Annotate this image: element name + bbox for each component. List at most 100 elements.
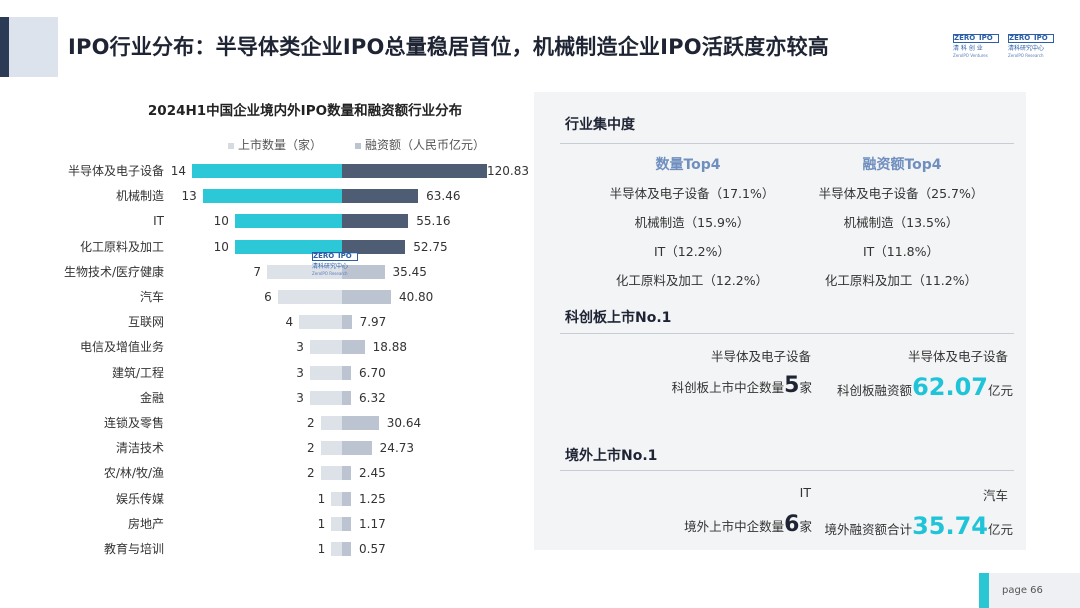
amount-bar [342,239,406,254]
amount-value-label: 2.45 [359,466,386,481]
count-bar [234,239,342,254]
amount-top4-item: 化工原料及加工（11.2%） [824,273,978,288]
count-bar [309,365,342,380]
amount-top4-item: 机械制造（13.5%） [843,215,959,230]
legend-count-label: 上市数量（家） [238,138,323,152]
category-label: 机械制造 [115,189,164,204]
amount-bar [342,390,351,405]
overseas-amount-metric: 境外融资额合计35.74亿元 [824,512,1013,540]
amount-bar [342,340,365,355]
count-top4-item: 半导体及电子设备（17.1%） [609,186,775,201]
star-count-industry: 半导体及电子设备 [710,349,811,364]
count-value-label: 13 [181,189,197,204]
chart-title: 2024H1中国企业境内外IPO数量和融资额行业分布 [147,103,463,119]
amount-value-label: 7.97 [359,315,387,330]
category-label: 娱乐传媒 [115,491,164,506]
count-value-label: 10 [213,214,229,229]
category-label: 清洁技术 [115,441,164,456]
count-top4-item: 机械制造（15.9%） [634,215,750,230]
amount-top4-item: 半导体及电子设备（25.7%） [818,186,984,201]
count-value-label: 3 [296,365,304,380]
legend-count: 上市数量（家） [228,136,322,153]
category-label: 教育与培训 [103,542,164,556]
amount-bar [342,416,379,430]
amount-bar [342,491,351,506]
star-market-title: 科创板上市No.1 [565,310,672,326]
count-value-label: 14 [170,164,186,178]
count-bar [234,214,342,229]
count-bar [320,466,342,481]
amount-bar [342,315,352,330]
count-value-label: 3 [296,340,304,355]
count-bar [320,416,342,430]
page-title: IPO行业分布：半导体类企业IPO总量稳居首位，机械制造企业IPO活跃度亦较高 [68,35,829,59]
count-bar [309,340,342,355]
count-value-label: 6 [264,290,272,304]
divider [560,470,1014,471]
category-label: 汽车 [139,290,164,304]
amount-bar [342,290,391,304]
overseas-count-industry: IT [799,485,811,500]
category-label: 化工原料及加工 [79,239,164,254]
amount-value-label: 120.83 [487,164,529,178]
count-top4-item: IT（12.2%） [653,244,731,259]
amount-bar [342,264,385,279]
count-bar [331,542,342,556]
amount-bar [342,189,419,204]
amount-value-label: 30.64 [386,416,422,430]
count-value-label: 1 [317,516,326,531]
amount-value-label: 18.88 [372,340,408,355]
category-label: 电信及增值业务 [79,340,164,355]
count-bar [299,315,342,330]
overseas-title: 境外上市No.1 [565,448,658,464]
count-value-label: 2 [306,416,315,430]
concentration-title: 行业集中度 [565,117,635,133]
divider [560,333,1014,334]
category-label: 半导体及电子设备 [67,164,164,178]
amount-bar [342,214,409,229]
count-top4-item: 化工原料及加工（12.2%） [615,273,769,288]
category-label: 连锁及零售 [103,416,164,430]
count-value-label: 1 [317,491,326,506]
count-bar [192,164,342,178]
page-number-box [989,573,1080,608]
amount-value-label: 35.45 [392,264,427,279]
zeroipo-research-logo: ZERO IPO 清科研究中心 ZeroIPO Research [1008,34,1056,62]
count-value-label: 7 [253,264,261,279]
star-count-metric: 科创板上市中企数量5家 [671,373,812,398]
amount-bar [342,164,487,178]
count-bar [331,491,342,506]
amount-value-label: 0.57 [359,542,386,556]
count-bar [320,441,342,456]
amount-value-label: 24.73 [379,441,415,456]
legend-amount-label: 融资额（人民币亿元） [365,138,486,152]
count-value-label: 4 [285,315,294,330]
count-bar [331,516,342,531]
count-value-label: 1 [317,542,326,556]
page-number: page 66 [1002,585,1043,596]
category-label: IT [153,214,164,229]
amount-value-label: 1.25 [359,491,386,506]
count-value-label: 2 [306,441,315,456]
amount-value-label: 63.46 [426,189,461,204]
count-value-label: 2 [306,466,315,481]
star-amount-industry: 半导体及电子设备 [907,349,1008,364]
category-label: 互联网 [127,315,164,330]
category-label: 房地产 [127,516,164,531]
overseas-amount-industry: 汽车 [982,488,1008,503]
amount-top4-head: 融资额Top4 [862,157,942,173]
page-marker [979,573,989,608]
amount-bar [342,516,351,531]
count-bar [202,189,342,204]
legend-count-swatch [228,142,234,149]
amount-value-label: 40.80 [398,290,434,304]
count-value-label: 10 [213,239,229,254]
amount-value-label: 52.75 [413,239,448,254]
category-label: 建筑/工程 [111,365,164,380]
category-label: 金融 [139,390,164,405]
zeroipo-ventures-logo: ZERO IPO 清 科 创 业 ZeroIPO Ventures [953,34,1001,62]
chart-watermark-logo: ZERO IPO 清科研究中心 ZeroIPO Research [312,252,360,280]
legend-amount: 融资额（人民币亿元） [355,136,485,153]
count-top4-head: 数量Top4 [655,157,721,173]
amount-bar [342,466,351,481]
